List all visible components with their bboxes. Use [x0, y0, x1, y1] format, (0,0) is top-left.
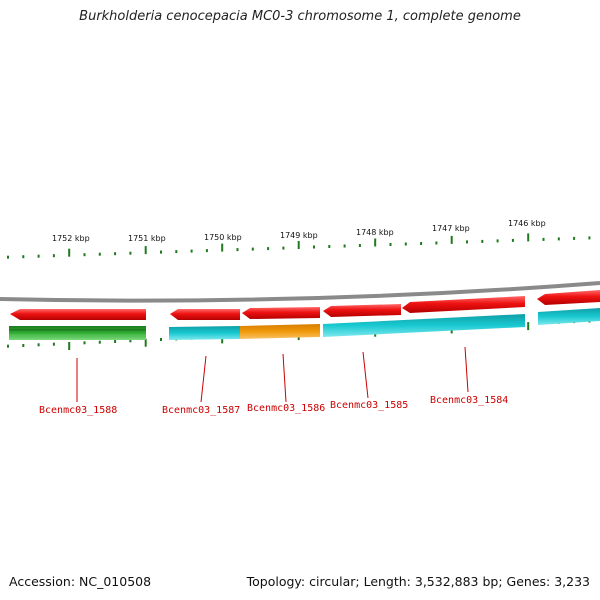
gene-label-bcenmc03-1586[interactable]: Bcenmc03_1586 [247, 403, 325, 414]
minor-tick [481, 239, 484, 243]
scale-label-1749: 1749 kbp [280, 231, 318, 240]
minor-tick [37, 254, 40, 258]
minor-tick [52, 342, 55, 346]
minor-tick [83, 253, 86, 257]
minor-tick [129, 251, 132, 255]
minor-tick [160, 338, 162, 341]
minor-tick [267, 247, 270, 251]
genome-backbone [0, 281, 600, 303]
minor-tick [160, 250, 162, 254]
minor-tick [358, 244, 361, 247]
minor-tick [511, 238, 514, 242]
cds-bar-orange[interactable] [240, 324, 320, 339]
minor-tick [129, 339, 132, 343]
minor-tick [98, 252, 101, 256]
minor-tick [542, 237, 545, 241]
major-tick [527, 233, 530, 242]
minor-tick [573, 236, 576, 240]
major-tick [527, 322, 530, 331]
major-tick [374, 238, 377, 247]
gene-arrow[interactable] [323, 304, 401, 317]
minor-tick [52, 254, 55, 258]
scale-label-1747: 1747 kbp [432, 224, 470, 233]
cds-bar-green[interactable] [9, 326, 146, 340]
minor-tick [466, 240, 468, 244]
cds-bars [9, 308, 600, 340]
genome-title: Burkholderia cenocepacia MC0-3 chromosom… [79, 9, 521, 24]
scale-label-1750: 1750 kbp [204, 233, 242, 242]
minor-tick [588, 236, 591, 240]
minor-tick [328, 245, 331, 248]
major-tick [144, 246, 147, 255]
minor-tick [236, 248, 239, 252]
minor-tick [389, 243, 392, 246]
minor-tick [83, 341, 86, 345]
gene-label-bcenmc03-1587[interactable]: Bcenmc03_1587 [162, 405, 240, 416]
gene-arrow[interactable] [537, 290, 600, 305]
scale-label-1746: 1746 kbp [508, 219, 546, 228]
gene-arrow[interactable] [10, 309, 146, 320]
major-tick [297, 241, 300, 249]
minor-tick [404, 242, 407, 246]
gene-arrows [10, 290, 600, 320]
gene-label-bcenmc03-1584[interactable]: Bcenmc03_1584 [430, 395, 508, 406]
minor-tick [175, 250, 178, 254]
minor-tick [557, 237, 560, 241]
minor-tick [313, 245, 315, 249]
minor-tick [7, 344, 9, 348]
major-tick [221, 335, 224, 344]
scale-ticks-upper [7, 233, 591, 259]
cds-bar-cyan[interactable] [323, 314, 525, 337]
cds-bar-cyan[interactable] [169, 326, 240, 340]
major-tick [68, 248, 71, 257]
minor-tick [7, 255, 9, 259]
minor-tick [420, 242, 423, 245]
minor-tick [22, 344, 25, 347]
major-tick [221, 243, 224, 252]
label-leaders [76, 346, 469, 403]
minor-tick [251, 247, 254, 251]
minor-tick [98, 340, 101, 344]
gene-arrow[interactable] [242, 307, 320, 319]
accession-text: Accession: NC_010508 [9, 574, 152, 589]
minor-tick [496, 239, 499, 243]
major-tick [68, 342, 71, 350]
gene-label-bcenmc03-1585[interactable]: Bcenmc03_1585 [330, 400, 408, 411]
major-tick [450, 235, 453, 244]
cds-bar-cyan[interactable] [538, 308, 600, 325]
minor-tick [114, 340, 117, 343]
minor-tick [37, 343, 40, 347]
genome-summary-text: Topology: circular; Length: 3,532,883 bp… [246, 574, 590, 589]
minor-tick [343, 244, 346, 248]
scale-label-1751: 1751 kbp [128, 234, 166, 243]
minor-tick [205, 249, 208, 253]
minor-tick [190, 249, 193, 253]
gene-label-bcenmc03-1588[interactable]: Bcenmc03_1588 [39, 405, 117, 416]
gene-arrow[interactable] [402, 296, 525, 313]
minor-tick [282, 246, 285, 250]
scale-label-1748: 1748 kbp [356, 228, 394, 237]
minor-tick [435, 241, 438, 245]
minor-tick [22, 255, 25, 259]
major-tick [144, 338, 147, 347]
gene-arrow[interactable] [170, 309, 240, 320]
scale-label-1752: 1752 kbp [52, 234, 90, 243]
minor-tick [114, 252, 117, 256]
